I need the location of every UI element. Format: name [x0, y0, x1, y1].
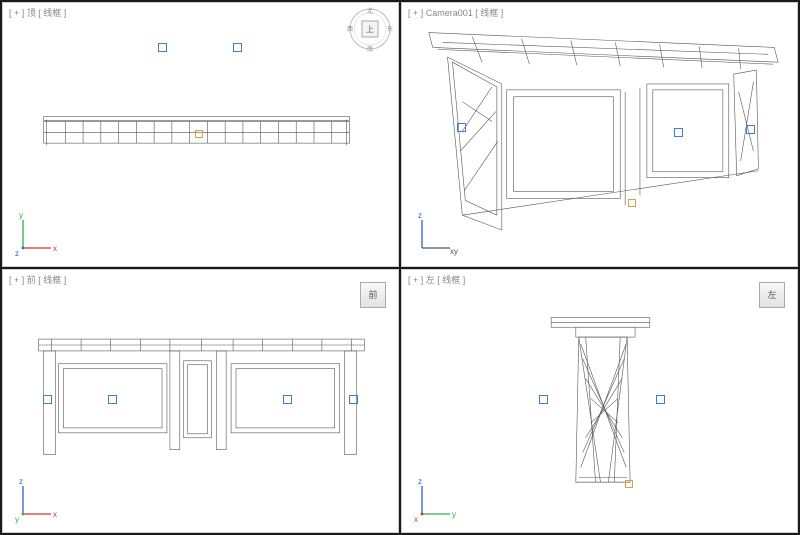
selection-handle[interactable]	[43, 395, 52, 404]
viewport-front[interactable]: [ + ] 前 [ 线框 ] 前	[2, 269, 399, 534]
viewcube-front-label[interactable]: 前	[360, 282, 386, 308]
selection-handle[interactable]	[158, 43, 167, 52]
viewcube-left[interactable]: 左	[751, 274, 793, 316]
viewport-persp[interactable]: [ + ] Camera001 [ 线框 ]	[401, 2, 798, 267]
svg-text:y: y	[19, 211, 23, 220]
svg-text:西: 西	[347, 26, 353, 33]
viewcube-front[interactable]: 前	[352, 274, 394, 316]
selection-handle[interactable]	[283, 395, 292, 404]
svg-text:x: x	[414, 515, 418, 524]
viewport-left[interactable]: [ + ] 左 [ 线框 ] 左	[401, 269, 798, 534]
selection-handle[interactable]	[656, 395, 665, 404]
selection-handle[interactable]	[349, 395, 358, 404]
svg-text:z: z	[19, 477, 23, 486]
axis-gizmo-persp[interactable]: z xy	[412, 208, 462, 258]
pivot-handle[interactable]	[625, 480, 633, 488]
viewport-grid: [ + ] 顶 [ 线框 ] 上 北 南 西 东	[0, 0, 800, 535]
svg-text:南: 南	[367, 45, 373, 53]
viewport-top-label[interactable]: [ + ] 顶 [ 线框 ]	[7, 5, 68, 20]
selection-handle[interactable]	[539, 395, 548, 404]
viewcube-top-label: 上	[366, 25, 374, 34]
selection-handle[interactable]	[746, 125, 755, 134]
svg-text:xy: xy	[450, 247, 458, 256]
viewcube-left-label[interactable]: 左	[759, 282, 785, 308]
svg-text:x: x	[53, 244, 57, 253]
viewport-top[interactable]: [ + ] 顶 [ 线框 ] 上 北 南 西 东	[2, 2, 399, 267]
svg-text:x: x	[53, 510, 57, 519]
pivot-handle[interactable]	[628, 199, 636, 207]
viewport-front-label[interactable]: [ + ] 前 [ 线框 ]	[7, 272, 68, 287]
pivot-handle[interactable]	[195, 130, 203, 138]
viewcube-top[interactable]: 上 北 南 西 东	[346, 5, 394, 53]
axis-gizmo-left[interactable]: z y x	[412, 474, 462, 524]
svg-text:z: z	[418, 211, 422, 220]
selection-handle[interactable]	[233, 43, 242, 52]
viewport-persp-label[interactable]: [ + ] Camera001 [ 线框 ]	[406, 5, 505, 20]
svg-text:东: 东	[387, 25, 393, 33]
svg-text:z: z	[418, 477, 422, 486]
axis-gizmo-front[interactable]: z x y	[13, 474, 63, 524]
axis-gizmo-top[interactable]: y x z	[13, 208, 63, 258]
selection-handle[interactable]	[674, 128, 683, 137]
selection-handle[interactable]	[457, 123, 466, 132]
svg-text:y: y	[15, 515, 19, 524]
svg-text:北: 北	[367, 7, 373, 15]
svg-text:y: y	[452, 510, 456, 519]
viewport-left-label[interactable]: [ + ] 左 [ 线框 ]	[406, 272, 467, 287]
selection-handle[interactable]	[108, 395, 117, 404]
svg-text:z: z	[15, 249, 19, 258]
